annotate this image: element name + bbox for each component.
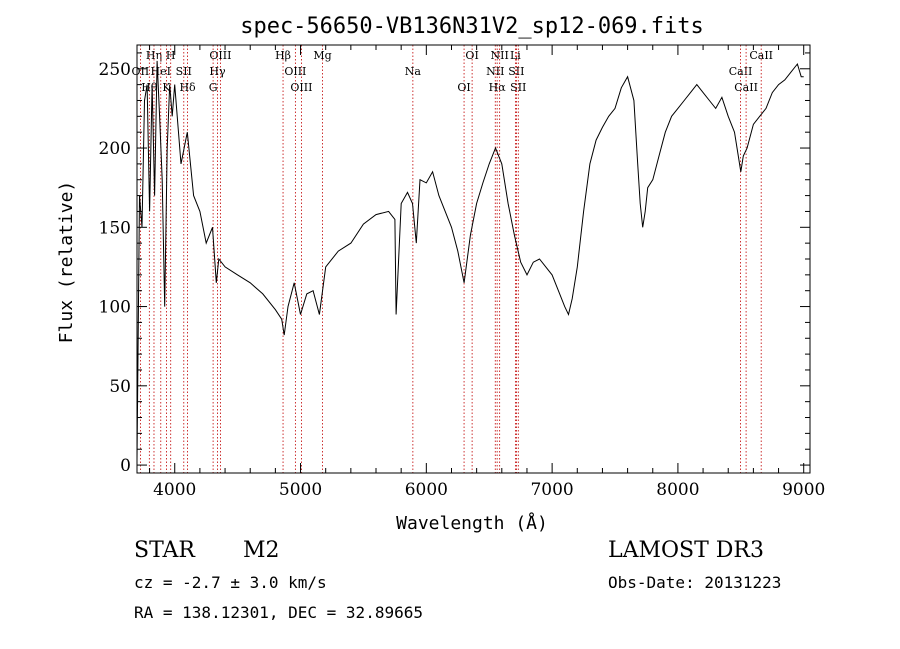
line-marker-label: Na <box>405 65 422 78</box>
line-marker-label: CaII <box>729 65 753 78</box>
line-marker-label: OIII <box>290 81 312 94</box>
line-marker-label: OIII <box>209 49 231 62</box>
y-tick-label: 200 <box>99 139 131 159</box>
plot-area: Hβ OIII OIII Mg Na OI OI NII Hα NII SII SII Li CaII Ca… <box>99 44 825 500</box>
line-marker-label: Li <box>510 49 521 62</box>
x-tick-label: 9000 <box>782 480 825 500</box>
line-marker-label: H <box>166 49 176 62</box>
line-marker-label: SII <box>176 65 192 78</box>
x-tick-label: 6000 <box>405 480 448 500</box>
y-tick-label: 0 <box>120 456 131 476</box>
line-marker-label: NII <box>486 65 504 78</box>
x-axis-label: Wavelength (Å) <box>396 512 548 534</box>
line-marker-label: HeI <box>151 65 171 78</box>
line-marker-label: Hα <box>489 81 507 94</box>
x-tick-label: 7000 <box>530 480 573 500</box>
object-class: STAR <box>134 538 195 563</box>
y-tick-label: 100 <box>99 298 131 318</box>
line-marker-label: Hθ <box>141 81 158 94</box>
line-marker-label: Hβ <box>275 49 291 62</box>
x-tick-label: 4000 <box>153 480 196 500</box>
line-marker-label: Hδ <box>179 81 196 94</box>
line-marker-label: SII <box>508 65 524 78</box>
line-marker-label: OI <box>457 81 470 94</box>
line-marker-label: NII <box>491 49 509 62</box>
line-marker-label: Mg <box>313 49 331 62</box>
object-subclass: M2 <box>243 538 280 563</box>
line-marker-label: CaII <box>749 49 773 62</box>
line-marker-label: K <box>162 81 171 94</box>
line-marker-label: Hγ <box>209 65 226 78</box>
spectrum-line <box>136 60 804 461</box>
line-marker-label: OI <box>465 49 478 62</box>
survey-label: LAMOST DR3 <box>608 538 764 563</box>
coordinates: RA = 138.12301, DEC = 32.89665 <box>134 603 423 622</box>
y-axis-label: Flux (relative) <box>56 181 77 344</box>
line-marker-label: SII <box>510 81 526 94</box>
line-marker-label: OII <box>132 65 150 78</box>
x-tick-label: 5000 <box>279 480 322 500</box>
x-tick-label: 8000 <box>656 480 699 500</box>
y-tick-label: 250 <box>99 60 131 80</box>
redshift-cz: cz = -2.7 ± 3.0 km/s <box>134 573 327 592</box>
line-marker-label: OIII <box>284 65 306 78</box>
y-tick-label: 50 <box>109 377 131 397</box>
line-marker-label: G <box>209 81 218 94</box>
line-marker-label: Hη <box>146 49 162 62</box>
obs-date: Obs-Date: 20131223 <box>608 573 782 592</box>
y-tick-label: 150 <box>99 218 131 238</box>
axes-frame <box>136 44 811 474</box>
line-marker-label: CaII <box>734 81 758 94</box>
chart-title: spec-56650-VB136N31V2_sp12-069.fits <box>240 14 704 39</box>
